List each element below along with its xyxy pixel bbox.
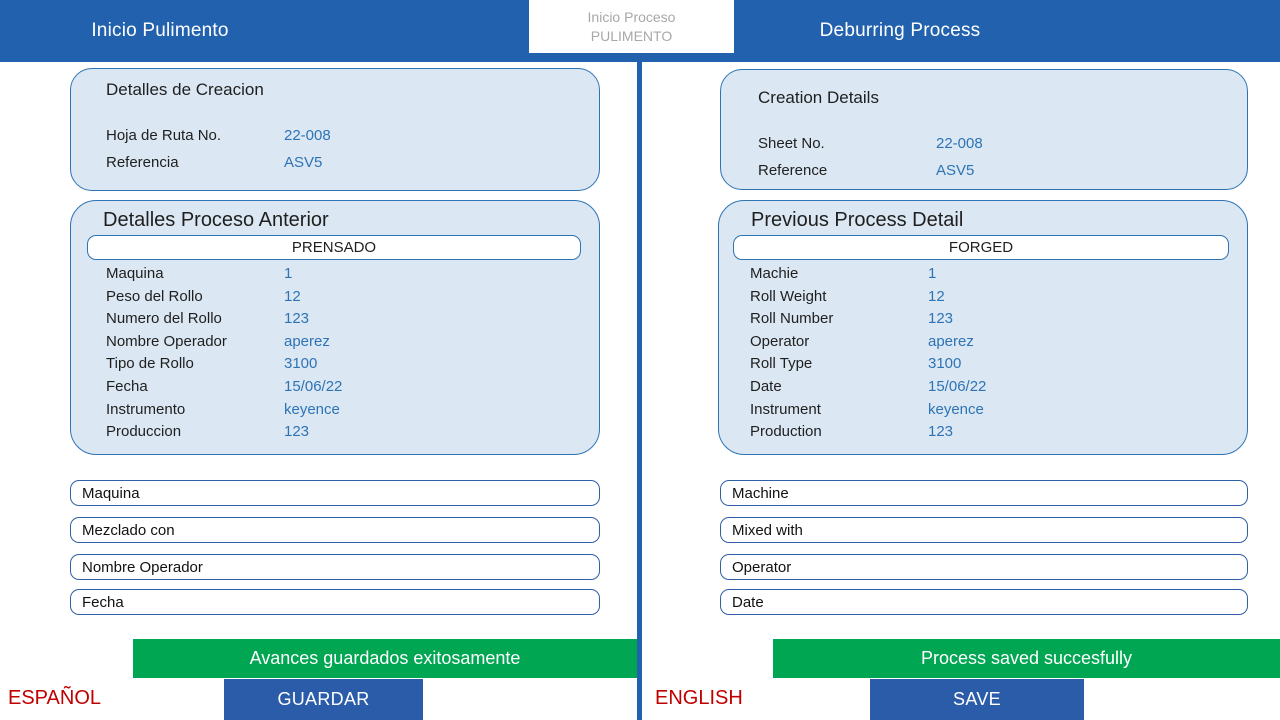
machine-input-en[interactable] (720, 480, 1248, 506)
detail-value: ASV5 (284, 154, 323, 171)
process-name-line1: Inicio Proceso (587, 8, 676, 25)
detail-row: Maquina 1 (106, 263, 342, 286)
creation-details-box-en: Creation Details Sheet No. 22-008 Refere… (720, 69, 1248, 190)
detail-label: Nombre Operador (106, 332, 227, 350)
previous-process-name-es: PRENSADO (87, 235, 581, 260)
save-status-banner-en: Process saved succesfully (773, 639, 1280, 678)
detail-label: Instrumento (106, 400, 186, 418)
detail-row: Roll Type 3100 (750, 353, 986, 376)
detail-row: Peso del Rollo 12 (106, 286, 342, 309)
detail-row: Production 123 (750, 421, 986, 444)
detail-row: Hoja de Ruta No. 22-008 (106, 122, 331, 149)
previous-process-title-en: Previous Process Detail (751, 209, 964, 231)
detail-value: 123 (928, 310, 954, 328)
detail-label: Sheet No. (758, 135, 825, 152)
language-label-en: ENGLISH (655, 687, 743, 709)
detail-value: 15/06/22 (928, 377, 987, 395)
detail-label: Production (750, 423, 822, 441)
detail-row: Roll Number 123 (750, 308, 986, 331)
machine-input-es[interactable] (70, 480, 600, 506)
detail-value: 15/06/22 (284, 377, 343, 395)
detail-value: 22-008 (936, 135, 983, 152)
panel-divider (637, 62, 642, 720)
detail-value: keyence (928, 400, 984, 418)
detail-label: Operator (750, 332, 810, 350)
detail-value: 123 (284, 423, 310, 441)
detail-row: Operator aperez (750, 331, 986, 354)
detail-row: Date 15/06/22 (750, 376, 986, 399)
detail-row: Referencia ASV5 (106, 149, 331, 176)
language-label-es: ESPAÑOL (8, 687, 101, 709)
detail-row: Nombre Operador aperez (106, 331, 342, 354)
save-status-banner-es: Avances guardados exitosamente (133, 639, 637, 678)
date-input-en[interactable] (720, 589, 1248, 615)
previous-process-title-es: Detalles Proceso Anterior (103, 209, 329, 231)
detail-label: Roll Number (750, 310, 834, 328)
detail-value: keyence (284, 400, 340, 418)
previous-process-box-en: Previous Process Detail FORGED Machie 1 … (718, 200, 1248, 455)
detail-label: Tipo de Rollo (106, 355, 194, 373)
mixed-with-input-en[interactable] (720, 517, 1248, 543)
process-name-box: Inicio Proceso PULIMENTO (529, 0, 734, 53)
detail-row: Fecha 15/06/22 (106, 376, 342, 399)
detail-label: Machie (750, 265, 799, 282)
operator-input-en[interactable] (720, 554, 1248, 580)
detail-label: Peso del Rollo (106, 287, 203, 305)
previous-process-name-en: FORGED (733, 235, 1229, 260)
operator-input-es[interactable] (70, 554, 600, 580)
date-input-es[interactable] (70, 589, 600, 615)
detail-row: Sheet No. 22-008 (758, 130, 983, 157)
detail-value: aperez (928, 332, 974, 350)
save-button-es[interactable]: GUARDAR (224, 679, 423, 720)
detail-row: Machie 1 (750, 263, 986, 286)
save-button-en[interactable]: SAVE (870, 679, 1084, 720)
creation-details-rows-es: Hoja de Ruta No. 22-008 Referencia ASV5 (106, 122, 331, 176)
detail-value: 12 (284, 287, 301, 305)
detail-row: Roll Weight 12 (750, 286, 986, 309)
detail-value: 1 (284, 265, 293, 282)
detail-value: 1 (928, 265, 937, 282)
creation-details-title-es: Detalles de Creacion (106, 80, 264, 99)
detail-value: 3100 (928, 355, 962, 373)
detail-label: Reference (758, 162, 828, 179)
detail-label: Maquina (106, 265, 164, 282)
detail-row: Tipo de Rollo 3100 (106, 353, 342, 376)
detail-value: ASV5 (936, 162, 975, 179)
page-title-english: Deburring Process (819, 20, 981, 41)
detail-value: aperez (284, 332, 330, 350)
detail-row: Instrumento keyence (106, 399, 342, 422)
detail-label: Produccion (106, 423, 182, 441)
detail-value: 12 (928, 287, 945, 305)
detail-value: 3100 (284, 355, 318, 373)
detail-label: Referencia (106, 154, 179, 171)
detail-label: Numero del Rollo (106, 310, 222, 328)
creation-details-rows-en: Sheet No. 22-008 Reference ASV5 (758, 130, 983, 184)
creation-details-box-es: Detalles de Creacion Hoja de Ruta No. 22… (70, 68, 600, 191)
detail-value: 123 (928, 423, 954, 441)
previous-process-box-es: Detalles Proceso Anterior PRENSADO Maqui… (70, 200, 600, 455)
page-title-spanish: Inicio Pulimento (91, 20, 229, 41)
detail-label: Date (750, 377, 782, 395)
detail-row: Instrument keyence (750, 399, 986, 422)
detail-row: Reference ASV5 (758, 157, 983, 184)
creation-details-title-en: Creation Details (758, 88, 879, 107)
mixed-with-input-es[interactable] (70, 517, 600, 543)
detail-row: Numero del Rollo 123 (106, 308, 342, 331)
process-name-line2: PULIMENTO (590, 27, 673, 44)
detail-label: Fecha (106, 377, 148, 395)
detail-label: Instrument (750, 400, 821, 418)
previous-process-rows-es: Maquina 1 Peso del Rollo 12 Numero del R… (106, 263, 342, 444)
detail-value: 22-008 (284, 127, 331, 144)
detail-label: Hoja de Ruta No. (106, 127, 222, 144)
previous-process-rows-en: Machie 1 Roll Weight 12 Roll Number 123 … (750, 263, 986, 444)
detail-value: 123 (284, 310, 310, 328)
detail-row: Produccion 123 (106, 421, 342, 444)
detail-label: Roll Weight (750, 287, 827, 305)
detail-label: Roll Type (750, 355, 813, 373)
